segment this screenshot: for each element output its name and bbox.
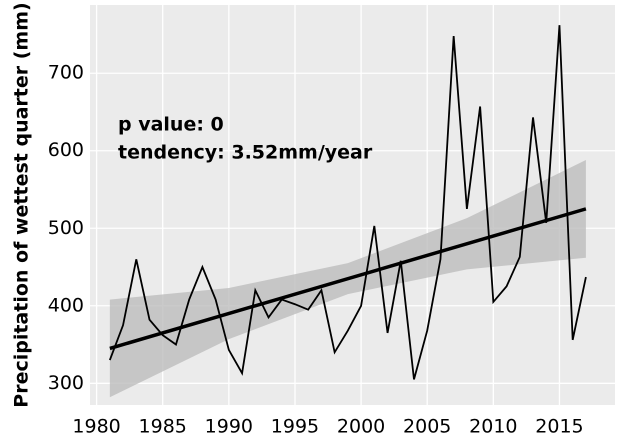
x-tick-label: 1985 bbox=[139, 416, 187, 438]
y-tick-label: 600 bbox=[48, 139, 84, 161]
x-tick-label: 2005 bbox=[403, 416, 451, 438]
y-tick-label: 400 bbox=[48, 294, 84, 316]
y-tick-label: 300 bbox=[48, 372, 84, 394]
annotation: p value: 0 bbox=[118, 114, 224, 136]
y-tick-label: 500 bbox=[48, 217, 84, 239]
x-tick-label: 2015 bbox=[535, 416, 583, 438]
x-tick-label: 2000 bbox=[337, 416, 385, 438]
y-axis-label: Precipitation of wettest quarter (mm) bbox=[11, 2, 33, 407]
trend-line bbox=[109, 207, 587, 351]
data-line bbox=[108, 25, 587, 380]
y-tick-label: 700 bbox=[48, 62, 84, 84]
x-tick-label: 1980 bbox=[72, 416, 120, 438]
x-tick-label: 2010 bbox=[469, 416, 517, 438]
x-tick-label: 1995 bbox=[271, 416, 319, 438]
annotation: tendency: 3.52mm/year bbox=[118, 142, 373, 164]
x-tick-label: 1990 bbox=[205, 416, 253, 438]
